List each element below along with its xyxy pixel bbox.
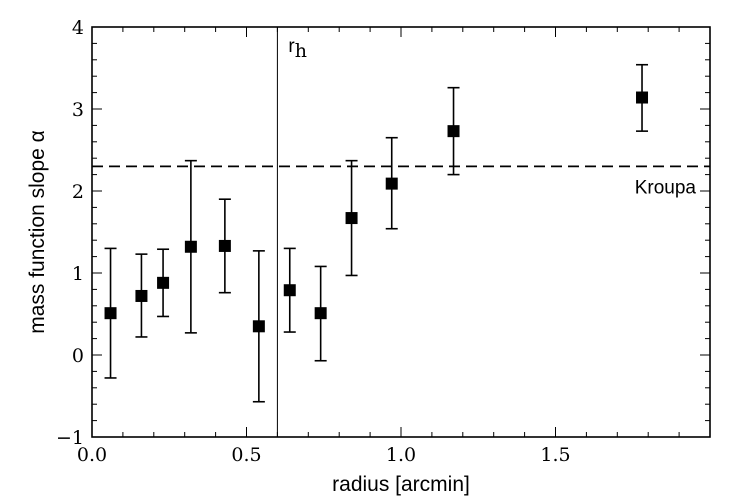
y-tick-label: −1 [56, 427, 84, 449]
y-axis-label: mass function slope α [26, 130, 49, 334]
kroupa-label: Kroupa [635, 177, 697, 198]
data-point [314, 307, 327, 320]
half-light-radius-subscript: h [295, 40, 307, 62]
x-tick-label: 0.0 [77, 444, 107, 466]
half-light-radius-label: rh [288, 36, 307, 62]
data-point [447, 125, 460, 138]
data-point [385, 177, 398, 190]
y-tick-label: 1 [72, 263, 84, 285]
y-tick-label: 3 [72, 99, 84, 121]
data-point [218, 239, 231, 252]
x-tick-label: 1.0 [386, 444, 416, 466]
error-bars [104, 63, 649, 403]
reference-lines [92, 27, 710, 437]
data-markers [104, 91, 649, 333]
axis-ticks [91, 26, 711, 438]
tick-labels: 0.0 0.5 1.0 1.5 −1 0 1 2 3 4 [56, 17, 571, 466]
data-point [184, 240, 197, 253]
plot-frame [91, 26, 711, 438]
y-tick-label: 4 [72, 17, 84, 39]
data-point [252, 320, 265, 333]
data-point [157, 276, 170, 289]
x-tick-label: 0.5 [231, 444, 261, 466]
x-tick-label: 1.5 [540, 444, 570, 466]
y-tick-label: 2 [72, 181, 84, 203]
data-point [345, 212, 358, 225]
y-tick-label: 0 [72, 345, 84, 367]
data-point [135, 289, 148, 302]
x-axis-label: radius [arcmin] [332, 473, 470, 496]
plot-area [91, 26, 711, 438]
data-point [283, 284, 296, 297]
data-point [104, 307, 117, 320]
data-point [636, 91, 649, 104]
annotations: Kroupa rh [288, 36, 696, 198]
